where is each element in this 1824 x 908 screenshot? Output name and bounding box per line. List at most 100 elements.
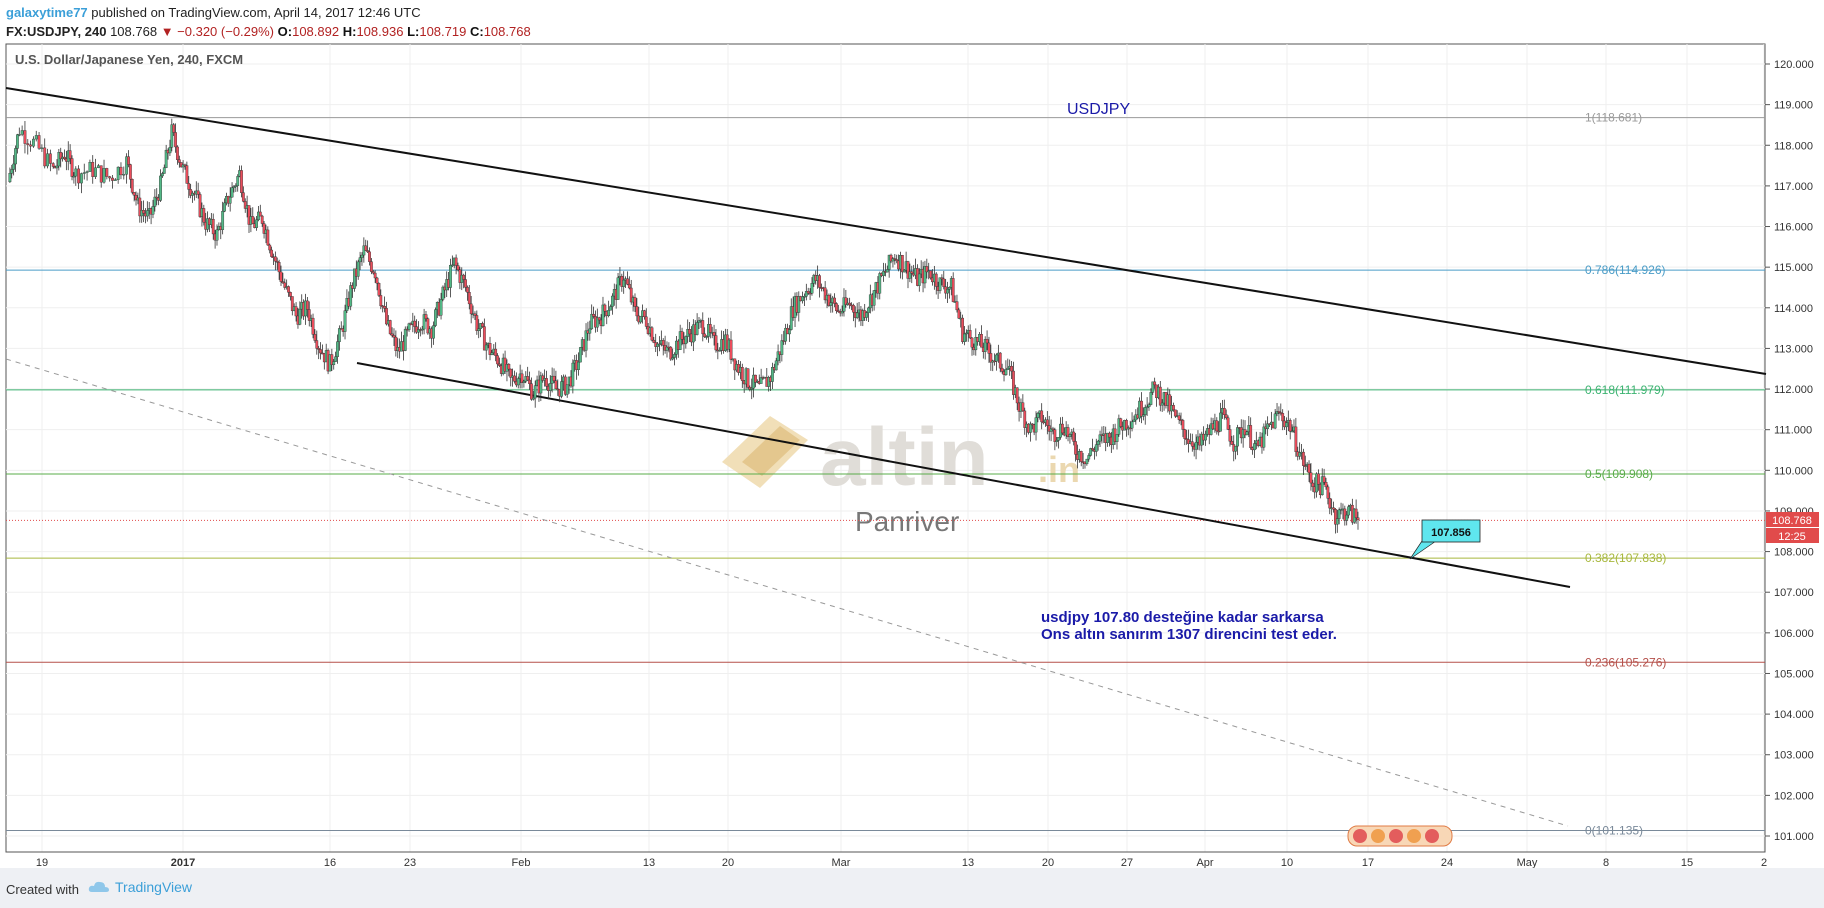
candle-body <box>170 124 174 148</box>
x-tick-label: 13 <box>643 857 655 868</box>
candle-body <box>701 320 705 335</box>
price-callout[interactable]: 107.856 <box>1409 519 1481 560</box>
candle-body <box>1224 414 1228 419</box>
candle-body <box>650 327 654 341</box>
candle-body <box>1098 434 1102 442</box>
candle-body <box>313 334 317 341</box>
candle-body <box>803 295 806 298</box>
x-tick-label: Feb <box>512 857 531 868</box>
fib-label: 0.618(111.979) <box>1585 383 1665 397</box>
time-axis[interactable]: 19 2017 16 23 Feb 13 20 Mar 13 20 27 Apr 10 17 24 May 8 1… <box>6 851 1767 868</box>
candle-body <box>513 375 516 382</box>
candle-body <box>1354 508 1358 518</box>
candle-body <box>432 325 435 339</box>
candle-body <box>1149 392 1153 405</box>
candle-body <box>462 274 466 280</box>
candle-body <box>1087 455 1091 460</box>
candle-body <box>680 331 684 340</box>
plot-frame <box>5 43 1766 853</box>
candle-body <box>1015 387 1019 404</box>
candle-body <box>948 287 951 290</box>
candle-body <box>906 261 910 279</box>
candle-body <box>496 355 499 365</box>
candle-body <box>588 328 592 334</box>
candle-body <box>1249 425 1253 448</box>
candle-body <box>473 313 477 316</box>
candle-body <box>189 189 193 196</box>
candle-body <box>1021 402 1025 412</box>
candle-body <box>1226 417 1230 430</box>
candle-body <box>356 261 360 277</box>
y-tick-label: 106.000 <box>1774 628 1814 640</box>
candle-body <box>548 383 552 391</box>
candle-body <box>1298 452 1302 457</box>
tradingview-link[interactable]: TradingView <box>88 879 192 895</box>
candle-body <box>72 175 76 178</box>
candle-body <box>236 176 240 186</box>
candle-body <box>938 277 942 291</box>
candle-body <box>266 229 270 246</box>
candle-body <box>1294 426 1298 452</box>
candle-body <box>243 201 247 209</box>
candle-body <box>750 387 754 390</box>
grid <box>6 44 1765 852</box>
candle-body <box>490 352 494 355</box>
x-tick-label: 10 <box>1281 857 1293 868</box>
candle-body <box>279 271 283 282</box>
candle-body <box>1141 414 1145 417</box>
candle-body <box>688 329 691 335</box>
candle-body <box>1036 413 1040 418</box>
candle-body <box>1085 458 1089 465</box>
candle-body <box>951 278 955 303</box>
candle-body <box>281 281 285 284</box>
price-axis[interactable]: 120.000 119.000 118.000 117.000 116.000 115.0… <box>1765 59 1814 843</box>
note-line-1: usdjpy 107.80 desteğine kadar sarkarsa <box>1041 609 1324 626</box>
ohlc-values: O:108.892 H:108.936 L:108.719 C:108.768 <box>277 24 531 39</box>
dashed-trend-line[interactable] <box>5 358 1569 827</box>
candle-body <box>895 259 899 262</box>
candle-body <box>294 306 298 317</box>
candle-body <box>420 328 424 331</box>
watermark-suffix: .in <box>1038 449 1080 490</box>
candle-body <box>1153 381 1157 386</box>
candle-body <box>1183 429 1187 439</box>
candle-body <box>162 167 166 174</box>
price-chart[interactable]: altin .in Panriver 1(118.681) 0.786(114.9… <box>0 0 1824 868</box>
candle-body <box>317 348 321 350</box>
candle-body <box>980 334 983 348</box>
fib-label: 0.5(109.908) <box>1585 467 1653 481</box>
lower-channel-line[interactable] <box>356 362 1571 588</box>
candle-body <box>560 381 563 397</box>
candle-body <box>262 223 266 234</box>
candle-body <box>808 292 812 295</box>
candle-body <box>801 296 804 302</box>
last-price-marker: 108.768 12:25 <box>1766 512 1819 543</box>
y-tick-label: 105.000 <box>1774 668 1814 680</box>
candle-body <box>46 153 49 167</box>
x-tick-label: 20 <box>1042 857 1054 868</box>
candle-body <box>804 291 808 297</box>
y-tick-label: 110.000 <box>1774 465 1813 477</box>
candle-body <box>230 187 234 198</box>
candle-body <box>1072 431 1076 442</box>
candle-body <box>211 218 215 235</box>
author-name[interactable]: galaxytime77 <box>6 5 88 20</box>
candle-body <box>290 296 294 312</box>
candle-body <box>145 210 149 217</box>
candle-body <box>957 309 961 319</box>
candle-body <box>51 163 55 167</box>
candle-body <box>185 165 189 184</box>
candle-body <box>1034 417 1038 433</box>
candle-body <box>1096 440 1100 445</box>
candle-body <box>55 165 59 169</box>
candle-body <box>531 397 535 400</box>
candle-body <box>151 206 155 215</box>
candle-body <box>1262 426 1266 448</box>
y-tick-label: 120.000 <box>1774 59 1814 71</box>
candle-body <box>1253 443 1256 451</box>
candle-body <box>127 156 130 165</box>
published-info: published on TradingView.com, April 14, … <box>91 5 421 20</box>
upper-channel-line[interactable] <box>5 87 1767 375</box>
candle-body <box>168 147 172 154</box>
candle-body <box>10 169 14 174</box>
